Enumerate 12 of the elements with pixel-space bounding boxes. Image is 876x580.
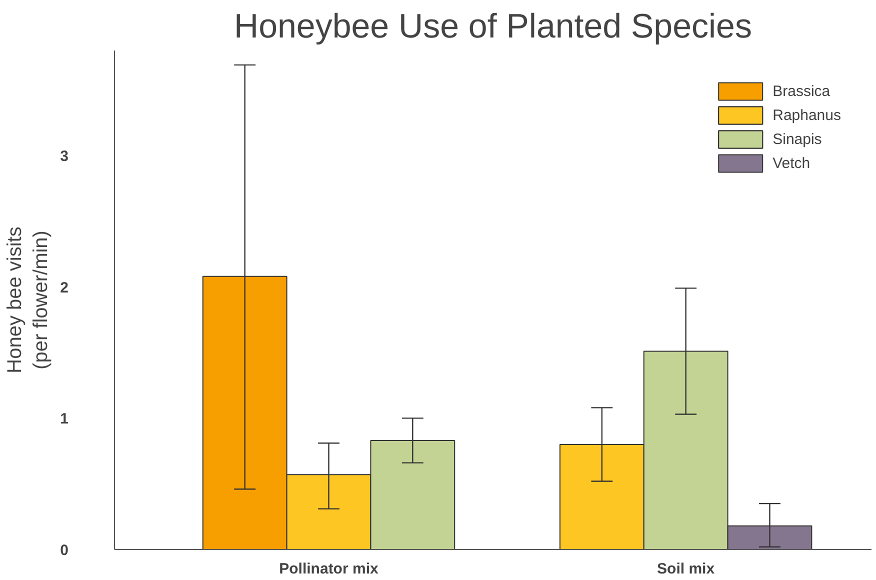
legend-label: Vetch xyxy=(772,154,810,172)
legend-label: Brassica xyxy=(772,82,830,100)
legend-label: Raphanus xyxy=(772,106,841,124)
x-tick-label: Pollinator mix xyxy=(279,560,379,578)
chart-title: Honeybee Use of Planted Species xyxy=(234,8,752,46)
y-tick-label: 1 xyxy=(60,410,68,428)
y-tick-label: 2 xyxy=(60,279,68,296)
legend-label: Sinapis xyxy=(772,130,822,148)
y-tick-label: 3 xyxy=(60,148,68,166)
y-axis-title: Honey bee visits (per flower/min) xyxy=(4,226,52,374)
y-tick-label: 0 xyxy=(60,542,68,559)
x-tick-label: Soil mix xyxy=(657,560,716,578)
